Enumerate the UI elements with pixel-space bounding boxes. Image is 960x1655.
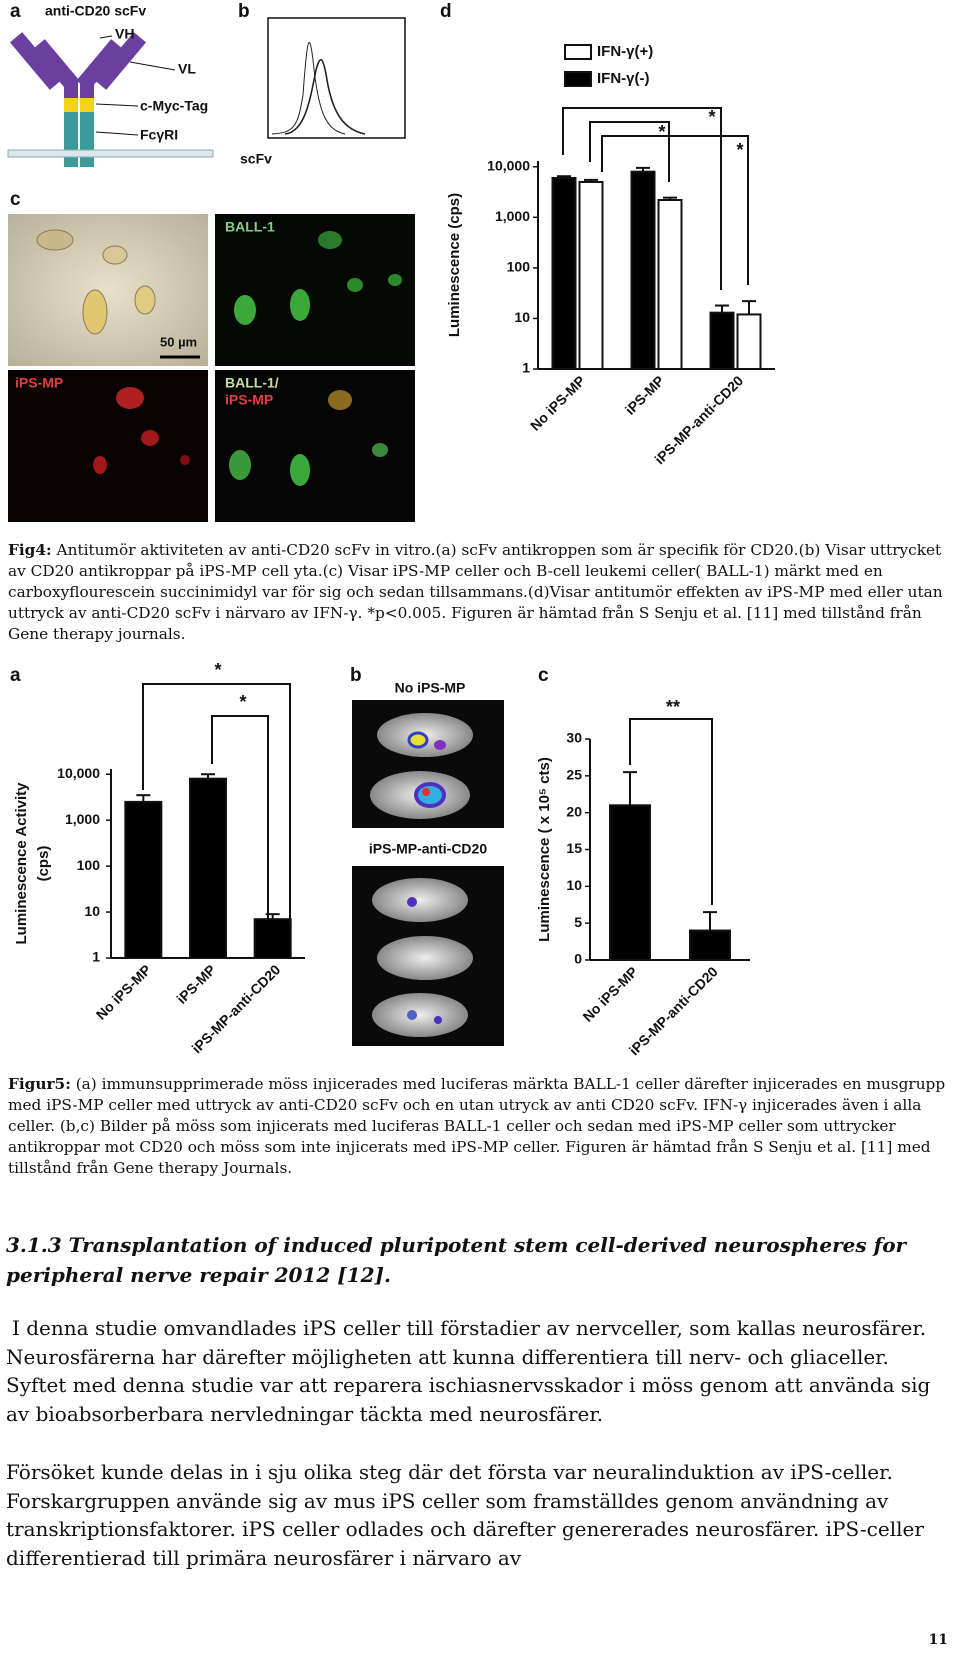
figure-caption: Figur5: (a) immunsupprimerade möss injic… <box>8 1074 952 1179</box>
legend-swatch <box>564 44 592 60</box>
significance-bracket <box>601 135 749 285</box>
bar <box>578 180 604 370</box>
legend-swatch <box>564 71 592 87</box>
image-label: BALL-1/ <box>225 375 279 391</box>
bar <box>551 176 577 370</box>
x-tick-label: iPS-MP-anti-CD20 <box>626 963 721 1058</box>
bar <box>124 800 163 960</box>
y-axis-label: (cps) <box>35 846 52 882</box>
x-tick-label: No iPS-MP <box>579 963 640 1024</box>
image-label: iPS-MP <box>225 392 273 408</box>
image-label: No iPS-MP <box>395 680 466 696</box>
diagram-label: VL <box>178 61 196 77</box>
significance-mark: * <box>239 692 246 712</box>
caption-text: (a) immunsupprimerade möss injicerades m… <box>8 1075 946 1177</box>
y-axis-label: Luminescence (cps) <box>446 193 463 337</box>
significance-bracket <box>589 121 670 182</box>
significance-bracket <box>562 107 722 290</box>
significance-bracket <box>142 683 291 925</box>
significance-mark: * <box>214 660 221 680</box>
y-tick-label: 10 <box>84 903 100 919</box>
bar <box>657 199 683 370</box>
y-tick-label: 100 <box>507 259 531 275</box>
significance-bracket <box>211 715 269 920</box>
page-number: 11 <box>928 1632 948 1648</box>
y-axis-label: Luminescence ( x 10⁵ cts) <box>536 757 553 942</box>
x-tick-label: iPS-MP-anti-CD20 <box>651 372 746 467</box>
y-tick-label: 10,000 <box>487 157 530 173</box>
significance-mark: ** <box>666 697 680 717</box>
diagram-label: c-Myc-Tag <box>140 98 208 114</box>
bar <box>709 311 735 371</box>
y-tick-label: 25 <box>566 767 582 783</box>
x-tick-label: No iPS-MP <box>527 372 588 433</box>
bar <box>253 918 292 959</box>
caption-text: Antitumör aktiviteten av anti-CD20 scFv … <box>8 541 943 643</box>
significance-mark: * <box>658 122 665 142</box>
significance-bracket <box>629 718 713 905</box>
bar <box>689 929 731 961</box>
caption-label: Figur5: <box>8 1075 71 1093</box>
caption-label: Fig4: <box>8 541 52 559</box>
panel-label: c <box>10 189 21 210</box>
significance-mark: * <box>708 107 715 127</box>
y-tick-label: 15 <box>566 840 582 856</box>
diagram-label: VH <box>115 26 134 42</box>
y-tick-label: 10 <box>514 309 530 325</box>
y-tick-label: 1 <box>522 360 530 376</box>
y-tick-label: 10 <box>566 877 582 893</box>
scale-label: 50 µm <box>160 334 197 349</box>
paragraph: I denna studie omvandlades iPS celler ti… <box>6 1316 931 1426</box>
panel-label: d <box>440 1 452 22</box>
panel-title: anti-CD20 scFv <box>45 3 146 19</box>
histogram-curve <box>284 59 366 135</box>
panel-label: c <box>538 665 549 686</box>
legend-label: IFN-γ(-) <box>597 70 650 87</box>
histogram-frame <box>267 17 406 139</box>
x-tick-label: iPS-MP <box>173 961 218 1006</box>
bar <box>609 804 651 961</box>
y-tick-label: 1,000 <box>495 208 530 224</box>
axis-label: scFv <box>240 151 272 167</box>
y-axis-label: Luminescence Activity <box>13 782 30 945</box>
x-tick-label: iPS-MP <box>622 372 667 417</box>
y-tick-label: 5 <box>574 914 582 930</box>
bar <box>189 777 227 959</box>
y-tick-label: 10,000 <box>57 765 100 781</box>
antibody-diagram <box>7 32 214 167</box>
significance-mark: * <box>736 140 743 160</box>
figure-caption: Fig4: Antitumör aktiviteten av anti-CD20… <box>8 540 952 645</box>
y-tick-label: 100 <box>77 857 101 873</box>
y-tick-label: 1,000 <box>65 811 100 827</box>
histogram-curve <box>271 42 346 135</box>
bar <box>736 313 762 371</box>
image-label: iPS-MP <box>15 375 63 391</box>
micrographs <box>8 214 415 522</box>
y-tick-label: 0 <box>574 951 582 967</box>
y-tick-label: 30 <box>566 730 582 746</box>
x-tick-label: No iPS-MP <box>93 961 154 1022</box>
panel-label: a <box>10 665 21 686</box>
legend-label: IFN-γ(+) <box>597 43 653 60</box>
diagram-label: FcγRI <box>140 127 178 143</box>
y-tick-label: 20 <box>566 803 582 819</box>
y-tick-label: 1 <box>92 949 100 965</box>
image-label: BALL-1 <box>225 219 275 235</box>
mouse-images <box>352 700 504 1046</box>
panel-label: b <box>238 1 250 22</box>
image-label: iPS-MP-anti-CD20 <box>369 841 487 857</box>
bar <box>630 170 656 370</box>
paragraph: Försöket kunde delas in i sju olika steg… <box>6 1460 924 1570</box>
panel-label: a <box>10 1 21 22</box>
panel-label: b <box>350 665 362 686</box>
section-heading: 3.1.3 Transplantation of induced pluripo… <box>6 1233 907 1287</box>
